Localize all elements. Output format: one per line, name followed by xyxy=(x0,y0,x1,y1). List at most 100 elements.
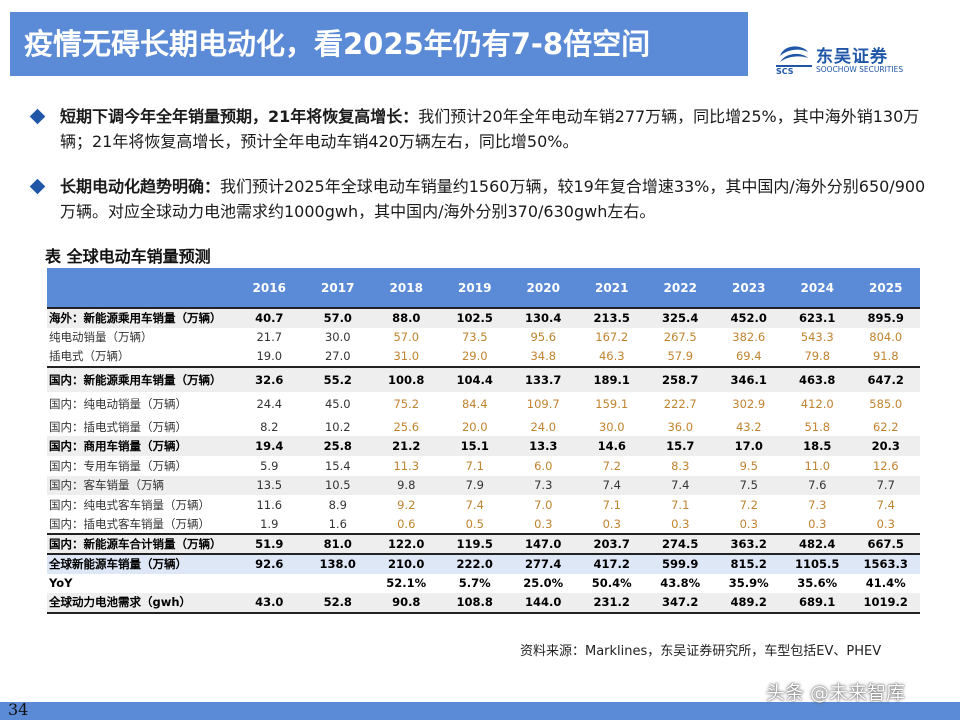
table-cell: 1.9 xyxy=(260,517,279,532)
table-row: 国内：纯电动销量（万辆） 24.4 45.0 75.2 84.4 109.7 159.1 22… xyxy=(47,392,920,417)
table-cell: 7.6 xyxy=(783,475,852,496)
logo-english-name: SOOCHOW SECURITIES xyxy=(816,65,904,74)
table-cell: 15.7 xyxy=(646,436,715,456)
table-cell: 7.0 xyxy=(534,497,553,512)
watermark: 头条 @未来智库 xyxy=(766,682,906,704)
table-cell: 222.0 xyxy=(440,552,509,574)
table-cell: 55.2 xyxy=(303,365,372,392)
table-cell: 0.3 xyxy=(534,517,553,532)
table-cell: 21.2 xyxy=(372,436,441,456)
header-cell-year: 2024 xyxy=(783,268,852,308)
row-label: 国内：客车销量（万辆 xyxy=(47,475,235,496)
table-cell: 144.0 xyxy=(509,593,578,614)
table-cell: 11.6 xyxy=(256,497,283,512)
table-cell: 20.3 xyxy=(851,436,920,456)
table-cell: 6.0 xyxy=(534,458,553,473)
table-cell: 7.4 xyxy=(646,475,715,496)
brand-logo: SCS 东吴证券 SOOCHOW SECURITIES xyxy=(776,42,926,78)
table-cell: 52.1% xyxy=(386,576,427,591)
table-cell: 7.4 xyxy=(876,497,895,512)
table-cell: 0.5 xyxy=(465,517,484,532)
table-cell: 623.1 xyxy=(783,307,852,328)
table-cell xyxy=(235,574,304,594)
table-cell: 14.6 xyxy=(577,436,646,456)
table-cell: 9.5 xyxy=(739,458,758,473)
table-cell: 69.4 xyxy=(735,349,762,364)
table-cell: 189.1 xyxy=(577,365,646,392)
table-body: 海外：新能源乘用车销量（万辆） 40.7 57.0 88.0 102.5 130.4 213… xyxy=(47,307,920,614)
table-cell: 667.5 xyxy=(851,533,920,554)
header-cell-year: 2016 xyxy=(235,268,304,308)
table-header-row: 2016 2017 2018 2019 2020 2021 2022 2023 2024 2025 xyxy=(47,268,920,308)
table-cell: 5.9 xyxy=(260,458,279,473)
table-cell: 815.2 xyxy=(714,552,783,574)
table-cell: 0.3 xyxy=(876,517,895,532)
table-cell: 43.0 xyxy=(235,593,304,614)
table-cell: 147.0 xyxy=(509,533,578,554)
table-cell: 543.3 xyxy=(800,330,834,345)
forecast-table-container: 2016 2017 2018 2019 2020 2021 2022 2023 2024 2025… xyxy=(47,268,920,614)
table-cell: 62.2 xyxy=(872,419,899,434)
table-cell: 25.6 xyxy=(393,419,420,434)
table-cell: 599.9 xyxy=(646,552,715,574)
table-cell: 452.0 xyxy=(714,307,783,328)
table-cell: 895.9 xyxy=(851,307,920,328)
table-title: 表 全球电动车销量预测 xyxy=(45,247,211,266)
table-cell: 7.4 xyxy=(577,475,646,496)
table-cell: 258.7 xyxy=(646,365,715,392)
table-cell: 8.3 xyxy=(671,458,690,473)
table-row: 纯电动销量（万辆） 21.7 30.0 57.0 73.5 95.6 167.2 267.5 3… xyxy=(47,328,920,348)
header-cell-year: 2019 xyxy=(440,268,509,308)
table-cell: 7.3 xyxy=(509,475,578,496)
table-cell: 231.2 xyxy=(577,593,646,614)
source-note: 资料来源：Marklines，东吴证券研究所，车型包括EV、PHEV xyxy=(520,644,882,659)
table-row: 国内：新能源乘用车销量（万辆） 32.6 55.2 100.8 104.4 133.7 18… xyxy=(47,365,920,392)
table-cell: 19.4 xyxy=(235,436,304,456)
row-label: 国内：纯电动销量（万辆） xyxy=(49,397,187,412)
table-cell: 267.5 xyxy=(663,330,697,345)
row-label: 国内：新能源乘用车销量（万辆） xyxy=(47,365,235,392)
table-cell: 138.0 xyxy=(303,552,372,574)
table-cell: 7.5 xyxy=(714,475,783,496)
table-cell: 29.0 xyxy=(461,349,488,364)
table-cell: 95.6 xyxy=(530,330,557,345)
table-cell: 13.5 xyxy=(235,475,304,496)
header-cell-year: 2023 xyxy=(714,268,783,308)
table-cell: 24.0 xyxy=(530,419,557,434)
table-cell: 19.0 xyxy=(256,349,283,364)
table-cell: 10.2 xyxy=(324,419,351,434)
table-cell: 302.9 xyxy=(732,397,766,412)
table-cell: 482.4 xyxy=(783,533,852,554)
table-cell: 41.4% xyxy=(865,576,906,591)
logo-abbreviation: SCS xyxy=(776,67,794,76)
table-row: 插电式（万辆） 19.0 27.0 31.0 29.0 34.8 46.3 57.9 69.4 7… xyxy=(47,347,920,367)
table-cell: 18.5 xyxy=(783,436,852,456)
row-label: 国内：插电式客车销量（万辆） xyxy=(49,517,210,532)
page-number: 34 xyxy=(8,700,29,719)
table-row: 国内：纯电式客车销量（万辆） 11.6 8.9 9.2 7.4 7.0 7.1 7.1 7.2 7… xyxy=(47,495,920,515)
table-cell: 122.0 xyxy=(372,533,441,554)
bullet-list: 短期下调今年全年销量预期，21年将恢复高增长：我们预计20年全年电动车销277万… xyxy=(26,104,936,244)
table-cell: 0.3 xyxy=(739,517,758,532)
soochow-logo-icon xyxy=(776,46,812,67)
table-cell: 35.9% xyxy=(728,576,769,591)
table-cell: 277.4 xyxy=(509,552,578,574)
header-cell-year: 2017 xyxy=(303,268,372,308)
table-cell: 102.5 xyxy=(440,307,509,328)
header-cell-year: 2020 xyxy=(509,268,578,308)
table-cell: 21.7 xyxy=(256,330,283,345)
table-cell: 119.5 xyxy=(440,533,509,554)
table-cell: 104.4 xyxy=(440,365,509,392)
row-label: 全球新能源车销量（万辆） xyxy=(47,552,235,574)
table-cell: 10.5 xyxy=(303,475,372,496)
table-cell: 1563.3 xyxy=(851,552,920,574)
diamond-bullet-icon xyxy=(29,178,46,195)
table-row: YoY 52.1% 5.7% 25.0% 50.4% 43.8% 35.9% 35.6% 41.… xyxy=(47,574,920,594)
table-cell: 7.1 xyxy=(671,497,690,512)
table-cell: 8.9 xyxy=(328,497,347,512)
row-label: 国内：商用车销量（万辆） xyxy=(47,436,235,456)
table-cell: 15.4 xyxy=(324,458,351,473)
table-cell: 7.4 xyxy=(465,497,484,512)
table-cell: 84.4 xyxy=(461,397,488,412)
table-cell: 0.3 xyxy=(602,517,621,532)
